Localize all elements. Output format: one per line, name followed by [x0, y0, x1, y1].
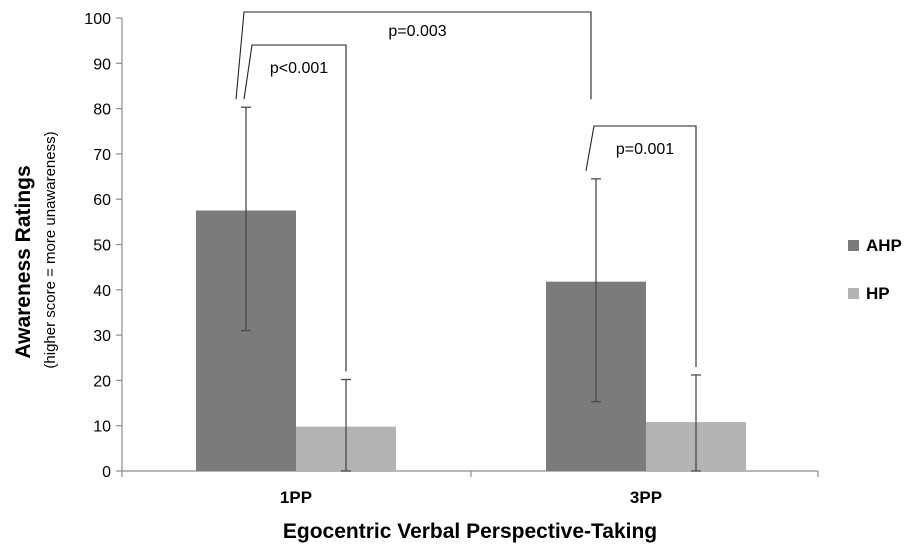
- y-tick-label: 70: [93, 147, 111, 164]
- p-value-label: p=0.001: [616, 141, 674, 158]
- x-tick-label: 1PP: [280, 488, 312, 507]
- legend-swatch-hp: [848, 288, 859, 299]
- y-tick-label: 100: [84, 11, 111, 28]
- legend-swatch-ahp: [848, 240, 859, 251]
- significance-bracket: [243, 44, 347, 372]
- y-tick-label: 20: [93, 373, 111, 390]
- y-tick-label: 60: [93, 192, 111, 209]
- significance-bracket: [585, 125, 697, 367]
- legend-label-ahp: AHP: [866, 236, 902, 255]
- y-tick-label: 40: [93, 283, 111, 300]
- p-value-label: p<0.001: [270, 60, 328, 77]
- y-tick-label: 50: [93, 238, 111, 255]
- x-tick-label: 3PP: [630, 488, 662, 507]
- p-value-label: p=0.003: [388, 23, 446, 40]
- y-axis-label: Awareness Ratings: [12, 165, 35, 358]
- y-tick-label: 10: [93, 419, 111, 436]
- x-axis-label: Egocentric Verbal Perspective-Taking: [283, 520, 657, 543]
- significance-bracket: [235, 11, 592, 100]
- y-tick-label: 80: [93, 102, 111, 119]
- axes: 0 10 20 30 40 50 60 70 80 90 100 1PP 3PP: [84, 11, 819, 507]
- bars: [196, 210, 746, 471]
- y-tick-label: 90: [93, 56, 111, 73]
- error-bars: [241, 106, 701, 472]
- legend-label-hp: HP: [866, 284, 890, 303]
- y-axis-sublabel: (higher score = more unawareness): [42, 131, 59, 368]
- significance-brackets: p<0.001 p=0.001 p=0.003: [235, 11, 697, 372]
- y-tick-label: 30: [93, 328, 111, 345]
- legend: AHP HP: [848, 236, 902, 303]
- y-tick-label: 0: [102, 464, 111, 481]
